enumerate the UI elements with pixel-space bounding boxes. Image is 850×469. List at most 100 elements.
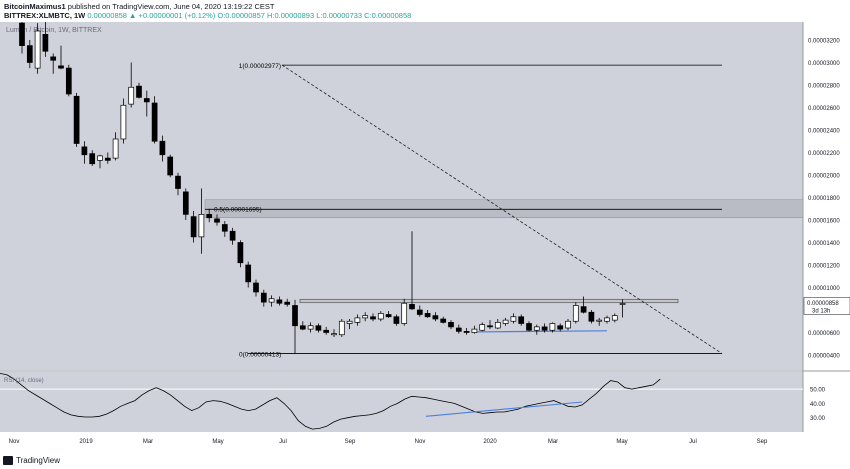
candle-body [572,305,579,322]
candle-body [588,311,595,322]
candle-body [221,224,228,232]
candle-body [34,30,41,69]
candle-body [409,304,415,310]
rsi-tick-label: 30.00 [810,416,826,422]
candle-body [299,325,306,330]
zones-layer [204,199,804,304]
candle-body [448,322,454,328]
candle-body [510,316,517,322]
candle-body [190,216,197,238]
candle-body [136,85,142,98]
candle-body [50,56,57,61]
candle-body [580,306,587,313]
price-tick-label: 0.00001000 [808,286,840,292]
chart-watermark: Lumen / Bitcoin, 1W, BITTREX [6,27,102,34]
symbol-name: BITTREX:XLMBTC, 1W [4,11,86,20]
chart-header: BitcoinMaximus1 published on TradingView… [0,0,850,22]
candle-body [143,98,150,103]
candle-body [323,329,330,333]
chart-area[interactable]: Lumen / Bitcoin, 1W, BITTREX 1(0.0000297… [0,22,850,453]
rsi-layer: RSI (14, close) 50.00 40.00 30.00 [0,373,826,430]
candle-body [292,305,298,327]
candle-body [19,22,25,46]
candle-body [315,325,322,331]
candle-body [65,67,72,95]
rsi-pane-background [0,372,803,432]
candle-body [479,324,486,331]
tradingview-logo[interactable]: TradingView [3,456,60,465]
candle-body [97,155,103,161]
price-tick-label: 0.00002200 [808,151,840,157]
time-tick-label: May [212,439,223,445]
candle-body [58,65,64,69]
candle-body [440,318,447,323]
time-tick-label: Nov [415,439,426,445]
price-tick-label: 0.00003200 [808,39,840,45]
candle-body [611,315,618,321]
candle-body [432,315,439,320]
candle-body [557,325,564,330]
candle-body [26,45,33,63]
candle-body [42,34,49,52]
candles-layer [19,22,626,354]
last-price-tag [803,297,850,315]
publish-info: BitcoinMaximus1 published on TradingView… [4,2,274,11]
candle-body [487,325,493,328]
candle-body [237,242,244,264]
candle-body [206,214,213,219]
rsi-line [0,373,661,430]
author-name[interactable]: BitcoinMaximus1 [4,2,66,11]
price-tick-label: 0.00001200 [808,264,840,270]
candle-body [253,282,259,293]
candle-body [354,317,361,323]
time-tick-label: Jul [689,439,697,445]
price-tick-label: 0.00002800 [808,84,840,90]
blue-support-line [474,330,608,333]
rsi-trendline [425,401,583,417]
candle-body [167,156,174,176]
candle-body [385,314,392,318]
chart-footer: TradingView [0,453,850,469]
tradingview-logo-text: TradingView [16,456,61,465]
fib-level-0-label: 0(0.00000413) [239,352,281,359]
price-tick-label: 0.00001400 [808,241,840,247]
candle-body [370,316,376,320]
time-tick-label: Sep [345,439,356,445]
candle-body [604,317,610,322]
candle-body [260,292,267,303]
candle-body [549,323,556,331]
candle-body [276,299,283,304]
publish-details: published on TradingView.com, June 04, 2… [67,2,275,11]
candle-body [565,320,571,329]
candle-body [151,102,158,142]
time-tick-label: Sep [757,439,768,445]
candle-body [338,320,345,336]
price-tick-label: 0.00002600 [808,106,840,112]
candle-body [533,326,540,331]
price-tick-label: 0.00000600 [808,331,840,337]
candle-body [104,157,111,161]
candle-body [416,309,423,315]
candle-body [393,316,400,324]
time-tick-label: Mar [548,439,558,445]
candle-body [268,298,275,303]
candle-body [284,301,291,305]
time-tick-label: Nov [9,439,20,445]
price-tick-label: 0.00002000 [808,174,840,180]
last-price-value: 0.00000858 [807,301,839,307]
candle-body [619,303,626,305]
candle-body [175,175,181,189]
candle-body [73,95,80,144]
time-tick-label: 2020 [483,439,497,445]
candle-body [81,146,88,156]
fib-level-05-label: 0.5(0.00001695) [214,206,262,213]
candle-body [463,331,470,333]
tradingview-logo-icon [3,456,13,465]
candle-body [182,191,189,215]
candle-body [128,86,135,105]
candle-body [198,214,205,238]
price-tick-label: 0.00002400 [808,129,840,135]
countdown-value: 3d 13h [812,308,830,314]
candle-body [518,316,525,324]
price-tick-label: 0.00001600 [808,219,840,225]
